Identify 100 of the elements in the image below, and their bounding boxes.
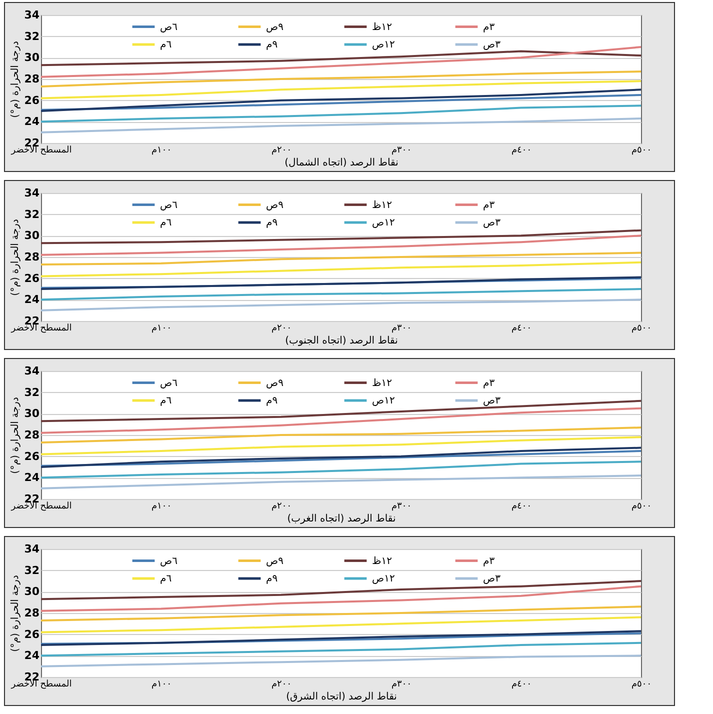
y-tick-label: 34 [24, 186, 40, 200]
line-series [41, 585, 641, 612]
line-series [41, 407, 641, 434]
legend-label: ٩ص [266, 556, 284, 567]
legend-label: ٦م [160, 218, 172, 228]
legend-label: ١٢ص [372, 40, 395, 50]
line-series [41, 460, 641, 479]
legend-label: ١٢ص [372, 574, 395, 584]
y-tick-label: 26 [24, 94, 40, 107]
line-series [41, 117, 641, 134]
x-tick-label: ٥٠٠م [631, 680, 652, 690]
y-tick-label: 28 [24, 606, 40, 620]
y-tick-label: 30 [24, 229, 40, 242]
line-series [41, 70, 641, 88]
y-tick-label: 24 [24, 293, 40, 306]
y-axis-title: درجة الحرارة (م°) [10, 41, 22, 118]
legend-label: ٣ص [483, 218, 502, 228]
x-tick-label: ١٠٠م [151, 146, 172, 156]
line-series [41, 606, 641, 622]
y-tick-label: 26 [24, 450, 40, 463]
line-series [41, 436, 641, 456]
legend-label: ٩م [266, 574, 278, 584]
legend-label: ٩م [266, 396, 278, 406]
y-tick-label: 28 [24, 428, 40, 442]
y-tick-label: 32 [24, 386, 40, 399]
legend-label: ٦م [160, 40, 172, 50]
x-tick-label: ٤٠٠م [511, 324, 532, 334]
line-series [41, 80, 641, 100]
y-axis-title: درجة الحرارة (م°) [10, 219, 22, 296]
legend-label: ١٢ظ [372, 556, 392, 567]
line-series [41, 50, 641, 66]
x-tick-label: ٤٠٠م [511, 502, 532, 512]
legend-label: ١٢ص [372, 396, 395, 406]
line-series [41, 261, 641, 278]
legend-label: ٩ص [266, 22, 284, 33]
x-tick-label: ٢٠٠م [271, 502, 292, 512]
legend-label: ٦ص [160, 378, 178, 389]
legend-label: ١٢ظ [372, 378, 392, 389]
x-tick-label: ٢٠٠م [271, 324, 292, 334]
line-series [41, 88, 641, 112]
x-axis-title: نقاط الرصد (اتجاه الشمال) [284, 158, 398, 168]
x-axis-title: نقاط الرصد (اتجاه الشرق) [286, 692, 397, 702]
line-series [41, 474, 641, 490]
line-series [41, 654, 641, 668]
y-tick-label: 34 [24, 8, 40, 22]
legend-label: ٦م [160, 574, 172, 584]
legend-label: ٣م [483, 556, 496, 567]
x-tick-label: ٣٠٠م [391, 324, 412, 334]
x-tick-label: ٥٠٠م [631, 324, 652, 334]
y-tick-label: 30 [24, 407, 40, 420]
x-tick-label: ١٠٠م [151, 502, 172, 512]
y-tick-label: 32 [24, 30, 40, 43]
legend-label: ٦م [160, 396, 172, 406]
x-tick-label: ١٠٠م [151, 680, 172, 690]
y-tick-label: 24 [24, 471, 40, 484]
x-tick-label: ٣٠٠م [391, 146, 412, 156]
line-series [41, 450, 641, 467]
legend-label: ١٢ظ [372, 200, 392, 211]
line-series [41, 94, 641, 111]
x-tick-label: ١٠٠م [151, 324, 172, 334]
y-tick-label: 32 [24, 564, 40, 577]
legend-label: ٩م [266, 40, 278, 50]
y-tick-label: 28 [24, 250, 40, 264]
legend-label: ٩ص [266, 378, 284, 389]
legend-label: ٣م [483, 378, 496, 389]
x-tick-label: ٥٠٠م [631, 502, 652, 512]
x-tick-label: ٤٠٠م [511, 146, 532, 156]
line-series [41, 229, 641, 244]
legend-label: ٣ص [483, 396, 502, 406]
legend-label: ٣م [483, 200, 496, 211]
y-axis-title: درجة الحرارة (م°) [10, 575, 22, 652]
line-series [41, 104, 641, 123]
x-tick-label: ٢٠٠م [271, 680, 292, 690]
y-tick-label: 30 [24, 585, 40, 598]
line-series [41, 234, 641, 256]
line-series [41, 288, 641, 301]
legend-label: ٣ص [483, 574, 502, 584]
legend-label: ٩م [266, 218, 278, 228]
y-tick-label: 24 [24, 649, 40, 662]
y-tick-label: 26 [24, 272, 40, 285]
legend-label: ١٢ظ [372, 22, 392, 33]
legend-label: ١٢ص [372, 218, 395, 228]
legend-label: ٣ص [483, 40, 502, 50]
y-tick-label: 32 [24, 208, 40, 221]
legend-label: ٣م [483, 22, 496, 33]
legend-label: ٦ص [160, 22, 178, 33]
line-series [41, 616, 641, 634]
x-tick-label: ٤٠٠م [511, 680, 532, 690]
y-axis-title: درجة الحرارة (م°) [10, 397, 22, 474]
line-series [41, 446, 641, 468]
legend-label: ٦ص [160, 556, 178, 567]
line-series [41, 426, 641, 444]
legend-label: ٦ص [160, 200, 178, 211]
line-series [41, 642, 641, 657]
y-tick-label: 28 [24, 72, 40, 86]
y-tick-label: 34 [24, 364, 40, 378]
legend-label: ٩ص [266, 200, 284, 211]
y-tick-label: 26 [24, 628, 40, 641]
y-tick-label: 30 [24, 51, 40, 64]
line-series [41, 298, 641, 312]
